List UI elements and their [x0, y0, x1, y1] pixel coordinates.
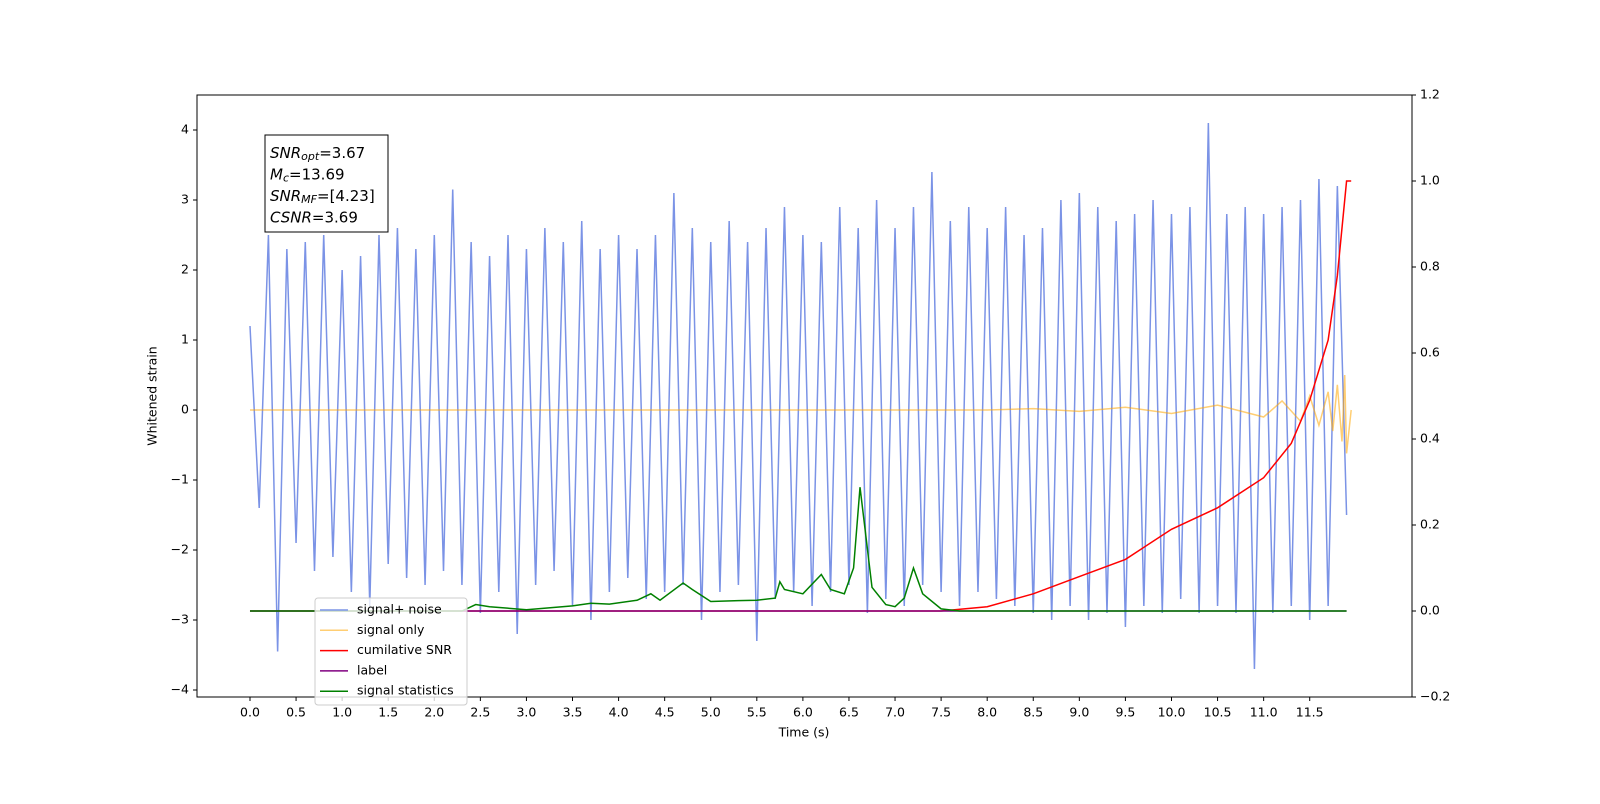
x-tick-label: 6.0 — [793, 705, 813, 720]
y2-tick-label: 0.0 — [1420, 603, 1440, 618]
y-tick-label: 1 — [181, 332, 189, 347]
x-tick-label: 3.0 — [516, 705, 536, 720]
y2-tick-label: 0.2 — [1420, 517, 1440, 532]
annotation-symbol: SNR — [270, 187, 301, 205]
y2-tick-label: −0.2 — [1420, 689, 1450, 704]
legend: signal+ noise signal only cumilative SNR la… — [314, 597, 468, 706]
x-tick-label: 4.0 — [609, 705, 629, 720]
x-axis-label: Time (s) — [778, 725, 830, 740]
annotation: CSNR=3.69 — [270, 208, 358, 226]
x-tick-label: 10.0 — [1158, 705, 1186, 720]
x-tick-label: 5.0 — [701, 705, 721, 720]
x-tick-label: 6.5 — [839, 705, 859, 720]
x-tick-label: 11.5 — [1296, 705, 1324, 720]
y-tick-label: 4 — [181, 122, 189, 137]
x-tick-label: 1.5 — [378, 705, 398, 720]
plot-area — [249, 122, 1352, 670]
y2-tick-label: 0.8 — [1420, 259, 1440, 274]
y-tick-label: 0 — [181, 402, 189, 417]
annotation-subscript: MF — [301, 193, 317, 206]
series-line — [249, 487, 1347, 612]
legend-label: signal+ noise — [357, 602, 442, 617]
y-tick-label: −2 — [171, 542, 189, 557]
y-tick-label: 3 — [181, 192, 189, 207]
y-tick-label: −1 — [171, 472, 189, 487]
y2-tick-label: 1.2 — [1420, 87, 1440, 102]
y2-tick-label: 0.4 — [1420, 431, 1440, 446]
annotation-subscript: opt — [301, 150, 320, 163]
annotation-value: =3.69 — [312, 208, 358, 226]
annotation: SNRopt=3.67 — [270, 144, 365, 164]
x-tick-label: 0.0 — [240, 705, 260, 720]
x-tick-label: 8.0 — [977, 705, 997, 720]
x-tick-label: 1.0 — [332, 705, 352, 720]
y-tick-label: −3 — [171, 612, 189, 627]
annotation-value: =[4.23] — [317, 187, 375, 205]
y2-tick-label: 0.6 — [1420, 345, 1440, 360]
x-tick-label: 5.5 — [747, 705, 767, 720]
x-tick-label: 11.0 — [1250, 705, 1278, 720]
annotation-subscript: c — [283, 172, 289, 185]
annotation-value: =3.67 — [319, 144, 365, 162]
x-tick-label: 2.0 — [424, 705, 444, 720]
x-tick-label: 4.5 — [655, 705, 675, 720]
x-tick-label: 3.5 — [563, 705, 583, 720]
annotation-symbol: CSNR — [270, 208, 312, 226]
x-tick-label: 8.5 — [1023, 705, 1043, 720]
annotation-value: =13.69 — [289, 165, 345, 183]
axes-frame — [196, 94, 1413, 698]
y2-tick-label: 1.0 — [1420, 173, 1440, 188]
legend-label: label — [357, 662, 387, 677]
legend-frame — [314, 597, 468, 706]
annotation-symbol: M — [270, 165, 283, 183]
x-tick-label: 9.0 — [1069, 705, 1089, 720]
legend-label: signal statistics — [357, 683, 454, 698]
annotation-symbol: SNR — [270, 144, 301, 162]
legend-label: cumilative SNR — [357, 642, 452, 657]
annotation: SNRMF=[4.23] — [270, 187, 375, 207]
x-tick-label: 0.5 — [286, 705, 306, 720]
x-tick-label: 9.5 — [1115, 705, 1135, 720]
legend-label: signal only — [357, 622, 425, 637]
y-tick-label: −4 — [171, 682, 189, 697]
series-line — [249, 180, 1352, 612]
x-tick-label: 10.5 — [1204, 705, 1232, 720]
x-tick-label: 7.5 — [931, 705, 951, 720]
y-axis-label: Whitened strain — [145, 346, 160, 445]
x-tick-label: 7.0 — [885, 705, 905, 720]
y-tick-label: 2 — [181, 262, 189, 277]
annotation: Mc=13.69 — [270, 165, 345, 185]
x-tick-label: 2.5 — [470, 705, 490, 720]
series-line — [249, 122, 1348, 670]
annotation-frame — [264, 134, 389, 233]
